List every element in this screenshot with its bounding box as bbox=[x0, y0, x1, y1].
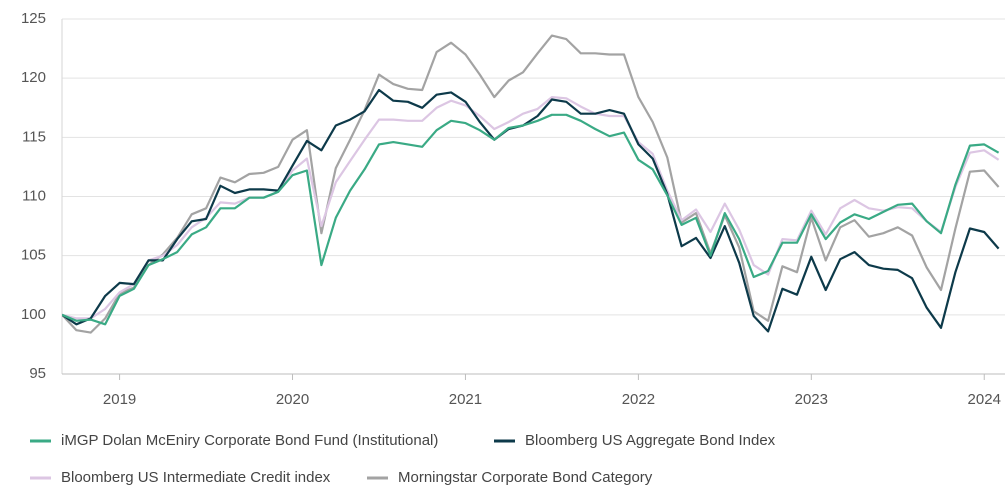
y-tick-label: 125 bbox=[21, 10, 46, 27]
y-tick-label: 115 bbox=[22, 128, 46, 145]
series-line bbox=[62, 113, 1000, 326]
legend-label: iMGP Dolan McEniry Corporate Bond Fund (… bbox=[61, 432, 438, 449]
x-tick-label: 2019 bbox=[103, 391, 136, 408]
x-tick-label: 2024 bbox=[968, 391, 1001, 408]
x-tick-label: 2021 bbox=[449, 391, 482, 408]
y-tick-label: 105 bbox=[21, 247, 46, 264]
legend-label: Bloomberg US Aggregate Bond Index bbox=[525, 432, 776, 449]
plot-area bbox=[62, 34, 1000, 334]
x-tick-label: 2022 bbox=[622, 391, 655, 408]
series-line bbox=[62, 96, 1000, 320]
legend-label: Bloomberg US Intermediate Credit index bbox=[61, 469, 331, 486]
y-tick-label: 120 bbox=[21, 69, 46, 86]
series-line bbox=[62, 34, 1000, 334]
y-tick-label: 100 bbox=[21, 306, 46, 323]
x-tick-label: 2023 bbox=[795, 391, 828, 408]
x-tick-label: 2020 bbox=[276, 391, 309, 408]
y-tick-label: 95 bbox=[29, 365, 46, 382]
series-line bbox=[62, 88, 1000, 333]
y-tick-label: 110 bbox=[22, 187, 46, 204]
legend-label: Morningstar Corporate Bond Category bbox=[398, 469, 653, 486]
